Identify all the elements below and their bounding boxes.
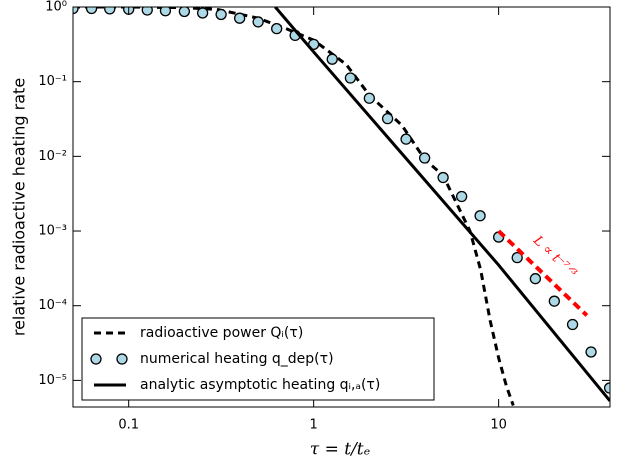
data-point xyxy=(271,22,283,35)
data-point xyxy=(159,7,172,17)
data-point xyxy=(252,16,264,28)
data-point xyxy=(233,12,246,24)
x-axis-label: τ = t/tₑ xyxy=(310,440,370,460)
legend-marker xyxy=(90,353,102,365)
data-point xyxy=(418,152,431,164)
legend-label: numerical heating q_dep(τ) xyxy=(140,351,334,367)
data-point xyxy=(196,7,209,19)
legend-box xyxy=(81,317,435,401)
y-tick-label: 10⁻² xyxy=(38,149,67,164)
x-tick-label: 1 xyxy=(310,418,318,433)
data-point xyxy=(326,53,338,65)
data-point xyxy=(215,8,227,21)
data-point xyxy=(178,7,191,18)
legend-label: radioactive power Qᵢ(τ) xyxy=(140,325,303,341)
legend-marker xyxy=(116,353,128,365)
data-point xyxy=(141,7,153,16)
x-tick-label: 10 xyxy=(490,418,507,433)
data-point xyxy=(437,171,449,184)
y-tick-label: 10⁻⁵ xyxy=(38,373,67,388)
data-point xyxy=(104,7,116,15)
data-point xyxy=(585,346,597,358)
data-point xyxy=(344,72,357,84)
y-tick-label: 10⁻¹ xyxy=(38,74,67,89)
data-point xyxy=(511,252,523,264)
plot-frame xyxy=(72,6,611,408)
data-point xyxy=(455,190,468,203)
data-point xyxy=(548,295,560,307)
series-line xyxy=(274,7,610,402)
data-point xyxy=(85,7,98,15)
reference-line xyxy=(497,229,589,317)
plot-area xyxy=(73,7,610,407)
y-tick-label: 10⁻⁴ xyxy=(38,298,67,313)
x-tick-label: 0.1 xyxy=(118,418,139,433)
data-point xyxy=(381,112,394,125)
y-axis-label: relative radioactive heating rate xyxy=(10,78,29,336)
series-line xyxy=(73,7,515,407)
legend-label: analytic asymptotic heating qᵢ,ₐ(τ) xyxy=(140,377,380,393)
data-point xyxy=(566,318,579,331)
data-point xyxy=(363,92,375,104)
data-point xyxy=(400,133,412,145)
y-tick-label: 10⁰ xyxy=(45,0,67,15)
data-point xyxy=(73,7,79,15)
data-point xyxy=(529,273,542,285)
data-point xyxy=(474,210,486,222)
y-tick-label: 10⁻³ xyxy=(38,224,67,239)
